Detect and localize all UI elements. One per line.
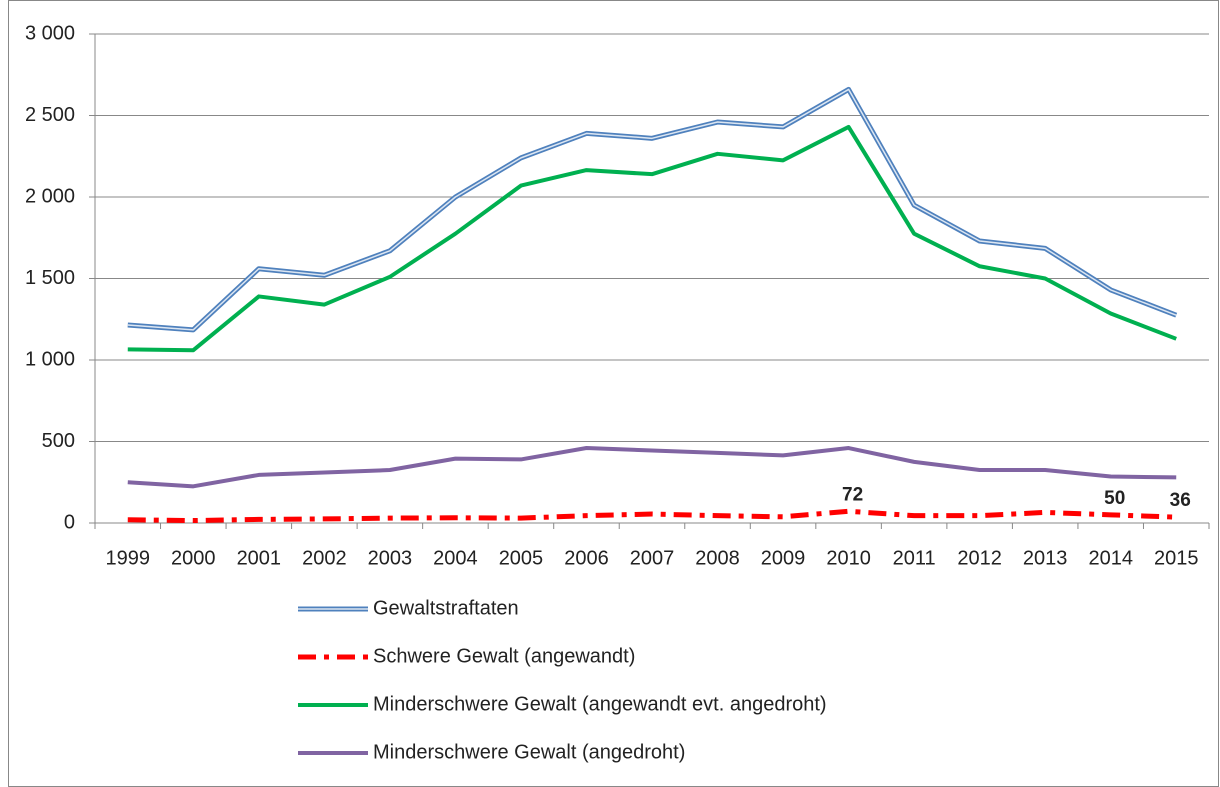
x-tick-label: 2005 (499, 547, 544, 569)
series-line (127, 446, 1177, 489)
x-tick-label: 2007 (630, 547, 675, 569)
x-tick-label: 2012 (957, 547, 1002, 569)
y-tick-label: 1 500 (25, 267, 75, 289)
y-tick-label: 1 000 (25, 348, 75, 370)
chart-frame (8, 0, 1219, 787)
y-tick-label: 2 500 (25, 104, 75, 126)
y-tick-label: 500 (42, 430, 75, 452)
x-tick-label: 2010 (826, 547, 871, 569)
data-label: 72 (842, 484, 863, 505)
x-tick-label: 2006 (564, 547, 609, 569)
data-label: 36 (1170, 490, 1191, 511)
legend-label: Gewaltstraftaten (373, 597, 519, 619)
data-label: 50 (1104, 488, 1125, 509)
x-tick-label: 2014 (1088, 547, 1133, 569)
x-tick-label: 2002 (302, 547, 347, 569)
series-line-inner (127, 88, 1177, 331)
series-line (127, 86, 1178, 333)
x-tick-label: 2000 (171, 547, 216, 569)
y-tick-label: 2 000 (25, 185, 75, 207)
y-tick-label: 0 (64, 511, 75, 533)
legend-label: Minderschwere Gewalt (angewandt evt. ang… (373, 693, 827, 715)
x-tick-label: 2004 (433, 547, 478, 569)
x-tick-label: 2011 (893, 547, 936, 569)
legend-label: Minderschwere Gewalt (angedroht) (373, 741, 685, 763)
x-tick-label: 2008 (695, 547, 740, 569)
series-line (127, 508, 1177, 524)
y-tick-label: 3 000 (25, 22, 75, 44)
x-tick-label: 2015 (1154, 547, 1199, 569)
x-tick-label: 2009 (761, 547, 806, 569)
x-tick-label: 1999 (106, 547, 151, 569)
series-line (127, 124, 1177, 353)
legend-label: Schwere Gewalt (angewandt) (373, 645, 635, 667)
x-tick-label: 2001 (237, 547, 282, 569)
x-tick-label: 2003 (368, 547, 413, 569)
x-tick-label: 2013 (1023, 547, 1068, 569)
